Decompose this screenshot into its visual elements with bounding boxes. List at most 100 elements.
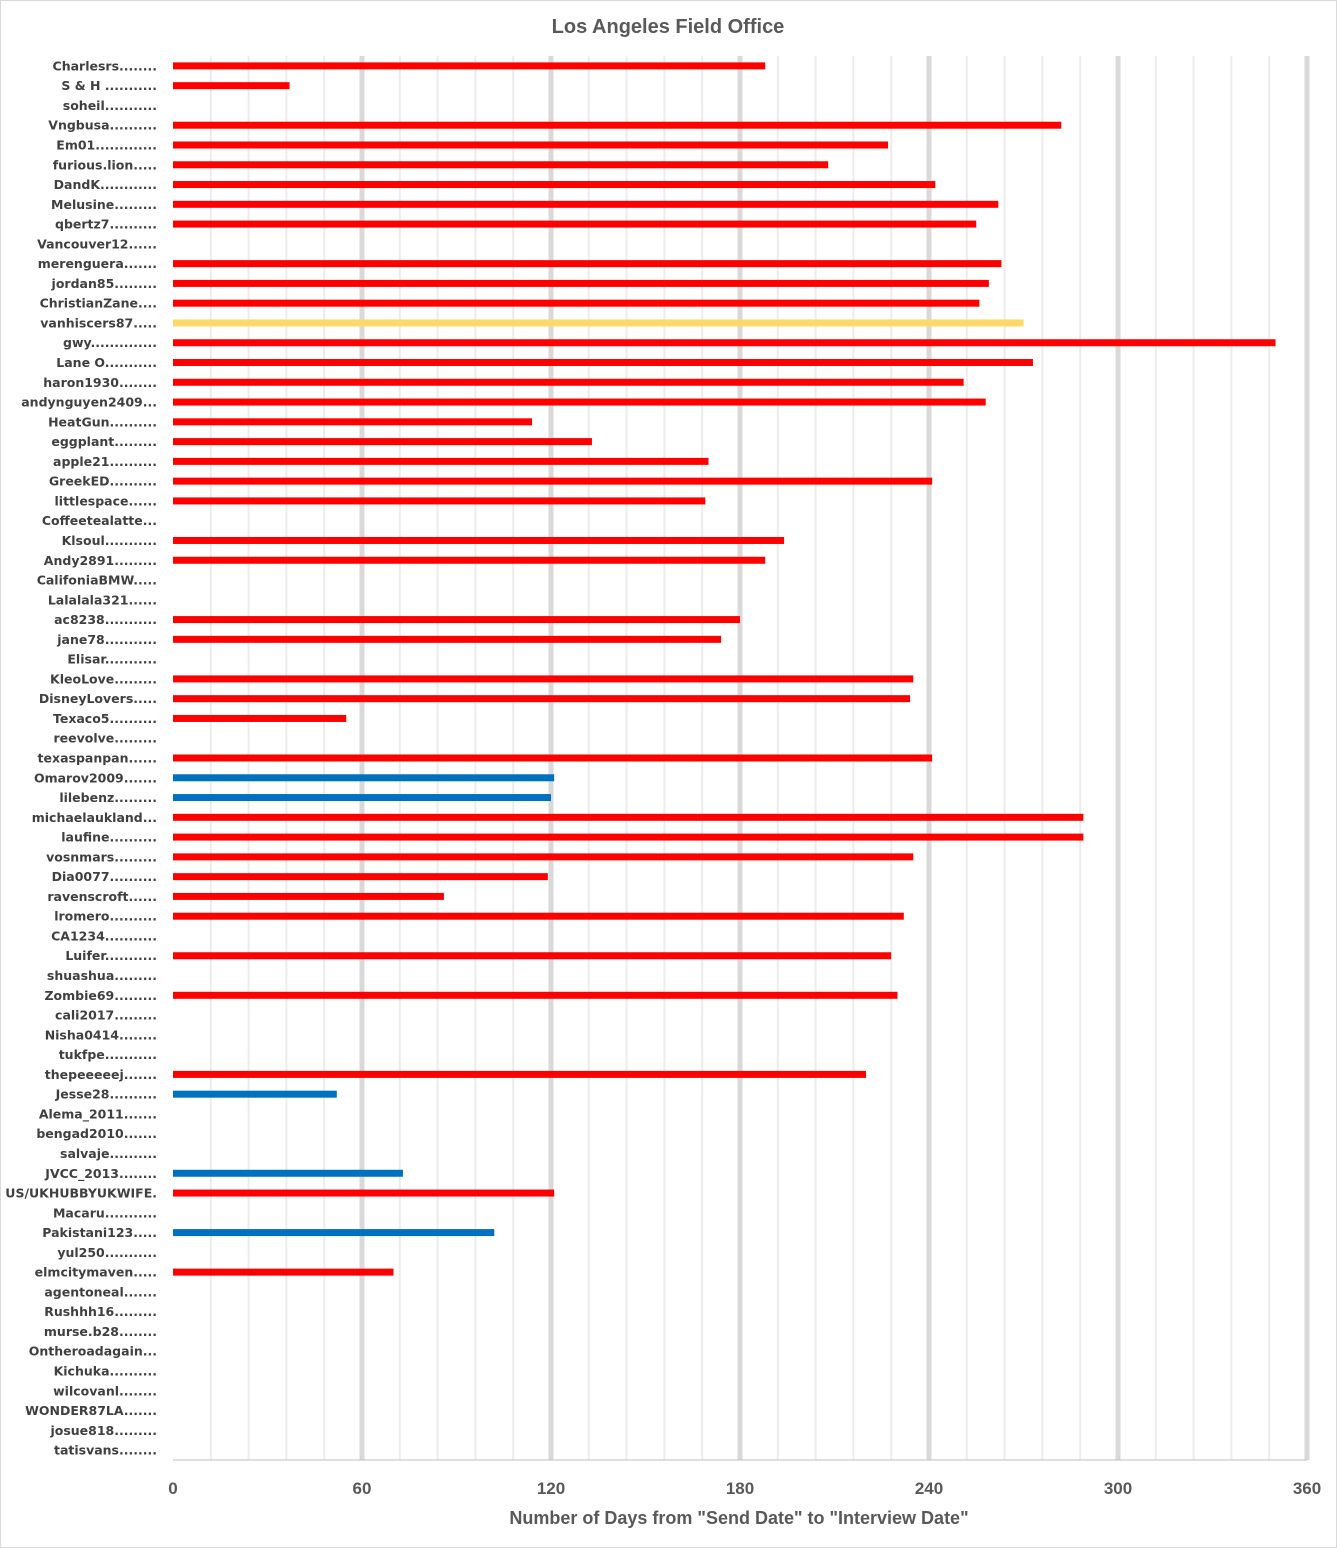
category-label: Em01............. [56, 137, 157, 152]
category-label: Lalalala321...... [48, 592, 157, 607]
bar [173, 121, 1062, 129]
x-tick-label: 180 [726, 1479, 754, 1498]
category-label: Melusine......... [51, 197, 157, 212]
bar [173, 82, 290, 90]
bar [173, 774, 555, 782]
category-label: elmcitymaven..... [35, 1265, 157, 1280]
bar [173, 952, 892, 960]
category-label: wilcovanl........ [53, 1383, 157, 1398]
bars [173, 62, 1276, 1276]
category-label: Macaru........... [53, 1205, 157, 1220]
category-label: salvaje.......... [60, 1146, 157, 1161]
category-label: Alema_2011....... [39, 1106, 157, 1122]
bar [173, 892, 444, 900]
category-label: Pakistani123..... [42, 1225, 157, 1240]
category-label: Nisha0414........ [45, 1027, 157, 1042]
x-tick-label: 360 [1293, 1479, 1321, 1498]
bar [173, 1229, 495, 1237]
category-labels: Charlesrs........ S & H ........... soheil… [5, 58, 157, 1457]
category-label: Omarov2009....... [34, 770, 157, 785]
bar [173, 260, 1002, 268]
category-label: vosnmars......... [46, 849, 157, 864]
bar [173, 853, 914, 861]
category-label: DisneyLovers..... [39, 691, 157, 706]
bar [173, 536, 785, 544]
category-label: Coffeetealatte... [42, 513, 157, 528]
bar [173, 754, 933, 762]
category-label: CA1234........... [51, 928, 157, 943]
category-label: vanhiscers87..... [40, 315, 157, 330]
bar [173, 833, 1084, 841]
bar [173, 813, 1084, 821]
category-label: Andy2891......... [44, 553, 157, 568]
bar [173, 714, 347, 722]
category-label: Texaco5.......... [53, 711, 157, 726]
category-label: tukfpe........... [59, 1047, 157, 1062]
category-label: eggplant......... [51, 434, 157, 449]
category-label: Luifer........... [65, 948, 157, 963]
category-label: littlespace...... [55, 493, 157, 508]
bar [173, 497, 706, 505]
bar [173, 912, 904, 920]
bar [173, 141, 889, 149]
category-label: jordan85......... [51, 276, 157, 291]
category-label: Charlesrs........ [53, 58, 157, 73]
category-label: Rushhh16......... [44, 1304, 157, 1319]
category-label: soheil........... [63, 98, 157, 113]
x-tick-label: 120 [537, 1479, 565, 1498]
category-label: haron1930........ [43, 375, 157, 390]
x-tick-label: 240 [915, 1479, 943, 1498]
category-label: lilebenz......... [59, 790, 157, 805]
category-label: S & H ........... [61, 78, 157, 93]
category-label: qbertz7.......... [55, 217, 157, 232]
x-tick-labels: 0 60 120 180 240 300 360 [168, 1479, 1321, 1498]
bar [173, 418, 533, 426]
category-label: DandK............ [54, 177, 157, 192]
category-label: GreekED.......... [49, 474, 157, 489]
bar [173, 359, 1033, 367]
bar [173, 556, 766, 564]
category-label: yul250........... [57, 1245, 157, 1260]
category-label: Elisar........... [67, 652, 157, 667]
x-axis-label: Number of Days from "Send Date" to "Inte… [509, 1508, 968, 1528]
category-label: michaelaukland... [32, 810, 157, 825]
bar [173, 181, 936, 189]
bar [173, 1090, 337, 1098]
category-label: HeatGun.......... [48, 414, 157, 429]
bar [173, 319, 1024, 327]
category-label: josue818......... [49, 1423, 157, 1438]
bar [173, 378, 964, 386]
category-label: cali2017......... [55, 1008, 157, 1023]
category-label: Ontheroadagain... [29, 1344, 157, 1359]
category-label: Jesse28.......... [55, 1087, 157, 1102]
bar [173, 457, 709, 465]
category-label: JVCC_2013........ [44, 1166, 157, 1182]
category-label: ac8238........... [54, 612, 157, 627]
bar [173, 279, 989, 287]
category-label: apple21.......... [53, 454, 157, 469]
bar [173, 1070, 866, 1078]
bar [173, 438, 592, 446]
category-label: jane78........... [56, 632, 157, 647]
category-label: reevolve......... [53, 731, 157, 746]
category-label: thepeeeeej....... [45, 1067, 157, 1082]
bar [173, 616, 740, 624]
x-tick-label: 300 [1104, 1479, 1132, 1498]
bar [173, 873, 548, 881]
bar [173, 477, 933, 485]
category-label: Vancouver12...... [37, 236, 157, 251]
category-label: CalifoniaBMW..... [37, 573, 157, 588]
category-label: andynguyen2409... [21, 395, 157, 410]
category-label: Klsoul........... [62, 533, 157, 548]
category-label: texaspanpan...... [38, 751, 157, 766]
category-label: laufine.......... [61, 830, 157, 845]
bar [173, 1189, 555, 1197]
bar [173, 220, 977, 228]
category-label: agentoneal....... [44, 1284, 157, 1299]
bar [173, 299, 980, 307]
bar [173, 1268, 394, 1276]
category-label: Vngbusa.......... [48, 118, 157, 133]
bar [173, 161, 829, 169]
category-label: furious.lion..... [53, 157, 157, 172]
